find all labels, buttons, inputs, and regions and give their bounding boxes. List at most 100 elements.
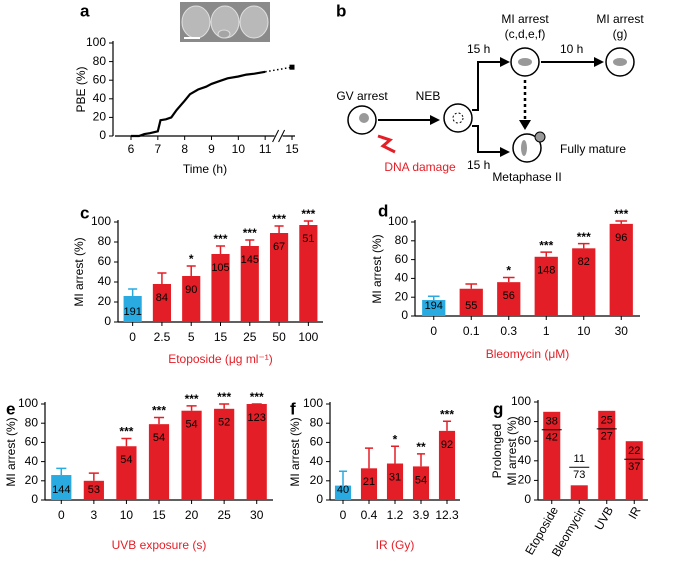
x-axis-label: Etoposide (μg ml⁻¹) (168, 352, 273, 366)
bar (534, 256, 558, 316)
n-label: 123 (248, 412, 266, 424)
node-label: NEB (416, 89, 441, 103)
line (265, 66, 293, 73)
bar (572, 248, 596, 316)
bar (240, 246, 259, 322)
significance: ** (416, 440, 426, 454)
x-tick-label: 0 (58, 508, 65, 522)
edge-label: 15 h (467, 42, 490, 56)
y-tick-label: 60 (98, 254, 112, 268)
panel-letter: e (6, 399, 15, 418)
x-tick-label: 15 (214, 330, 228, 344)
bar (360, 468, 378, 500)
x-tick-label: 15 (152, 508, 166, 522)
fraction-denominator: 73 (573, 469, 585, 481)
bar (182, 276, 201, 322)
y-tick-label: 80 (310, 415, 324, 429)
x-tick-label: 50 (272, 330, 286, 344)
x-tick-label: 30 (250, 508, 264, 522)
axis-break (278, 129, 286, 143)
y-tick-label: 40 (395, 271, 409, 285)
edge-label: 10 h (560, 42, 583, 56)
error-bar (416, 453, 426, 467)
node-label: Metaphase II (492, 170, 561, 184)
x-axis-label: Bleomycin (μM) (486, 347, 570, 361)
node-label: GV arrest (336, 89, 388, 103)
y-tick-label: 80 (25, 415, 39, 429)
panel-letter: a (80, 1, 90, 20)
x-tick-label: 7 (154, 142, 161, 156)
x-tick-label: 1 (543, 324, 550, 338)
y-tick-label: 100 (18, 396, 38, 410)
bar (116, 446, 137, 500)
error-bar (219, 403, 230, 409)
error-bar (157, 272, 167, 284)
n-label: 148 (537, 265, 555, 277)
bar (598, 410, 616, 500)
significance: *** (539, 238, 553, 252)
significance: *** (250, 390, 264, 404)
y-tick-label: 0 (31, 492, 38, 506)
fraction-numerator: 11 (574, 453, 585, 465)
n-label: 51 (302, 233, 314, 245)
fraction-denominator: 27 (601, 431, 613, 443)
x-tick-label: 0 (430, 324, 437, 338)
y-tick-label: 0 (104, 314, 111, 328)
n-label: 56 (503, 290, 515, 302)
error-bar (427, 295, 440, 301)
panel-letter: g (493, 399, 503, 418)
n-label: 82 (578, 256, 590, 268)
y-axis-label: MI arrest (%) (72, 237, 86, 306)
y-tick-label: 40 (310, 454, 324, 468)
y-tick-label: 100 (91, 214, 111, 228)
x-tick-label: UVB (592, 504, 616, 532)
n-label: 92 (441, 439, 453, 451)
diagram: b GV arrest NEB DNA damage 15 h MI arres… (336, 1, 644, 184)
line (131, 70, 266, 138)
significance: *** (152, 404, 166, 418)
bar (269, 233, 289, 322)
edge-label: 15 h (467, 158, 490, 172)
fraction-numerator: 38 (546, 416, 558, 428)
bar (543, 411, 561, 500)
panel-letter: d (378, 201, 388, 220)
bar (181, 410, 202, 500)
n-label: 40 (337, 484, 349, 496)
y-tick-label: 0 (401, 308, 408, 322)
n-label: 191 (123, 306, 141, 318)
n-label: 145 (241, 254, 259, 266)
significance: *** (614, 207, 628, 221)
y-axis-label: MI arrest (%) (288, 417, 302, 486)
n-label: 54 (153, 432, 165, 444)
y-axis-label: MI arrest (%) (505, 416, 519, 485)
fraction-denominator: 42 (546, 432, 558, 444)
error-bar (303, 220, 313, 225)
bar (497, 282, 521, 316)
n-label: 54 (415, 474, 427, 486)
y-tick-label: 40 (98, 274, 112, 288)
n-label: 67 (273, 241, 285, 253)
bar (412, 466, 430, 500)
significance: *** (119, 425, 133, 439)
bar (83, 480, 104, 500)
error-bar (186, 265, 196, 276)
fraction-numerator: 25 (601, 415, 613, 427)
significance: *** (185, 392, 199, 406)
x-tick-label: 12.3 (435, 508, 459, 522)
x-tick-label: 8 (181, 142, 188, 156)
n-label: 52 (218, 417, 230, 429)
node-label: (g) (613, 27, 628, 41)
significance: *** (440, 407, 454, 421)
x-tick-label: 3 (91, 508, 98, 522)
error-bar (540, 251, 553, 257)
bar (334, 485, 352, 500)
y-tick-label: 80 (98, 234, 112, 248)
y-tick-label: 0 (524, 492, 531, 506)
significance: *** (272, 212, 286, 226)
bar (211, 254, 230, 322)
error-bar (88, 472, 99, 481)
bar (299, 225, 318, 322)
fraction-numerator: 22 (628, 445, 640, 457)
y-axis-label: Prolonged (490, 424, 504, 479)
x-tick-label: 0 (129, 330, 136, 344)
